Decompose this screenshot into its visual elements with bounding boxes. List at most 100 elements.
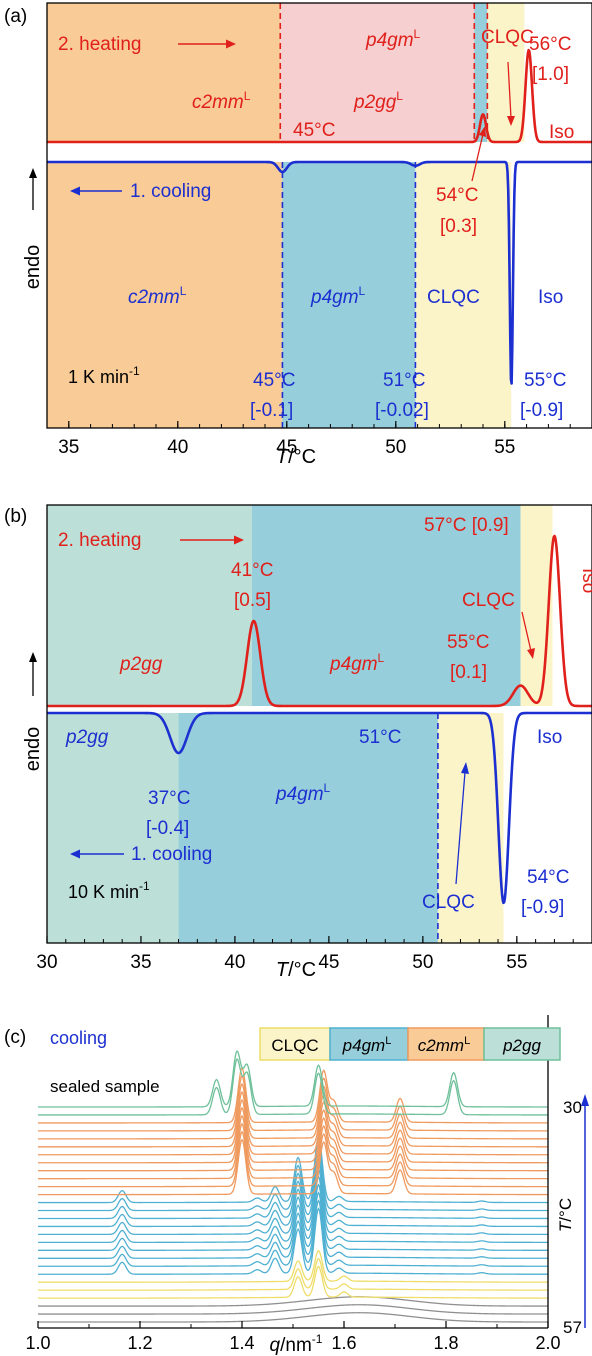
panel-b-axes: 30 35 40 45 50 55	[36, 504, 592, 973]
panel-b-heat-ann-57: 57°C [0.9]	[424, 515, 509, 536]
x-tick-label: 40	[167, 437, 188, 458]
panel-b-cooling-arrow	[70, 849, 124, 859]
x-tick-label: 1.8	[433, 1333, 458, 1353]
panel-b-ylabel: endo	[22, 727, 44, 772]
panel-a-heating-label: 2. heating	[58, 34, 141, 55]
saxs-curve-c2mm	[38, 1082, 548, 1140]
saxs-curve-c2mm	[38, 1122, 548, 1180]
saxs-curve-c2mm	[38, 1074, 548, 1132]
x-tick-label: 40	[224, 952, 245, 973]
panel-a-label: (a)	[4, 6, 27, 27]
x-tick-label: 1.4	[229, 1333, 254, 1353]
heating-curve	[46, 48, 592, 144]
panel-b-cooling-label: 1. cooling	[131, 844, 212, 865]
legend-box-clqc	[259, 1027, 331, 1061]
panel-a-heat-phase-p4gm: p4gmL	[365, 27, 421, 51]
panel-b-cool-ann-51: 51°C	[359, 727, 401, 748]
x-tick-label: 50	[385, 437, 406, 458]
plot-frame	[46, 504, 592, 944]
heat-phase-region-p4gm	[474, 3, 488, 142]
panel-a-ylabel-arrow	[29, 168, 37, 210]
cooling-curve	[46, 711, 592, 905]
panel-b-cool-phase-iso: Iso	[537, 727, 562, 748]
panel-a-cooling-arrow	[70, 186, 122, 196]
panel-b-cool-ann-37: 37°C	[148, 788, 190, 809]
panel-b-label: (b)	[4, 506, 27, 527]
panel-a-heat-ann-54: 54°C	[436, 185, 478, 206]
panel-a: (a) 35 40 45 50 55 2. heating c2mmL p2ggL p4…	[4, 2, 592, 468]
x-tick-label: 30	[36, 952, 57, 973]
panel-a-ylabel: endo	[22, 245, 44, 290]
heat-phase-region-Iso	[552, 505, 592, 706]
cool-phase-region-c2mm	[47, 162, 283, 428]
panel-a-heat-phase-iso: Iso	[549, 122, 574, 143]
panel-c-sample-label: sealed sample	[50, 1077, 160, 1096]
panel-b-heat-pointer	[521, 611, 535, 659]
saxs-curve-Iso	[38, 1296, 548, 1307]
panel-c-axes: 1.0 1.2 1.4 1.6 1.8 2.0	[25, 1015, 561, 1353]
heat-phase-region-p2gg	[280, 3, 475, 142]
saxs-curve-CLQC	[38, 1257, 548, 1291]
cool-phase-region-p2gg	[47, 713, 179, 943]
panel-a-cool-ann-45: 45°C	[253, 370, 295, 391]
saxs-curve-p4gm	[38, 1135, 548, 1204]
panel-b-cool-phase-clqc: CLQC	[422, 892, 475, 913]
panel-a-xlabel: T/°C	[276, 446, 316, 468]
x-tick-label: 35	[130, 952, 151, 973]
x-tick-label: 45	[276, 437, 297, 458]
x-tick-label: 1.2	[127, 1333, 152, 1353]
panel-a-rate: 1 K min-1	[68, 364, 140, 387]
panel-c-xlabel: q/nm-1	[270, 1332, 323, 1356]
panel-b-xlabel: T/°C	[276, 959, 316, 981]
panel-b-cool-phase-p4gm: p4gmL	[275, 781, 331, 805]
panel-c-mode-label: cooling	[50, 1028, 107, 1048]
panel-a-curves	[46, 48, 592, 385]
panel-a-cool-phase-clqc: CLQC	[427, 287, 480, 308]
panel-b-cool-ann-54: 54°C	[527, 867, 569, 888]
x-tick-label: 45	[318, 952, 339, 973]
panel-a-cool-phase-c2mm: c2mmL	[128, 284, 187, 308]
x-tick-label: 1.0	[25, 1333, 50, 1353]
panel-b-heat-ann-55-enthalpy: [0.1]	[450, 662, 487, 683]
saxs-curve-c2mm	[38, 1098, 548, 1156]
heat-phase-region-p2gg	[47, 505, 252, 706]
legend-label-clqc: CLQC	[271, 1036, 318, 1055]
panel-a-heat-phase-p2gg: p2ggL	[353, 89, 403, 113]
panel-b-heat-phase-p2gg: p2gg	[119, 654, 163, 675]
saxs-curve-p4gm	[38, 1151, 548, 1220]
heating-curve	[46, 534, 592, 708]
panel-b-cool-ann-37-enthalpy: [-0.4]	[146, 818, 189, 839]
panel-a-heat-pointers	[471, 61, 515, 182]
cooling-curve	[46, 160, 592, 385]
legend-box-p2gg	[483, 1027, 561, 1061]
cool-phase-region-p4gm	[282, 162, 416, 428]
cool-phase-region-CLQC	[415, 162, 512, 428]
legend-label-c2mm: c2mmL	[418, 1035, 470, 1055]
saxs-curve-p4gm	[38, 1199, 548, 1267]
plot-frame	[46, 2, 592, 429]
panel-a-cool-ann-51: 51°C	[383, 370, 425, 391]
heat-phase-region-p4gm	[251, 505, 521, 706]
legend-label-p4gm: p4gmL	[342, 1035, 392, 1055]
panel-b-rate: 10 K min-1	[68, 879, 150, 902]
panel-c-temp-top: 30	[563, 1098, 582, 1117]
panel-c-ylabel: T/°C	[556, 1198, 575, 1232]
panel-a-cool-phase-p4gm: p4gmL	[310, 284, 366, 308]
saxs-curve-p4gm	[38, 1167, 548, 1236]
saxs-curve-CLQC	[38, 1249, 548, 1283]
cool-phase-region-Iso	[503, 713, 592, 943]
saxs-curve-c2mm	[38, 1066, 548, 1124]
panel-b-heat-phase-clqc: CLQC	[462, 590, 515, 611]
legend-label-p2gg: p2gg	[502, 1036, 541, 1055]
saxs-curve-p4gm	[38, 1175, 548, 1244]
cool-phase-region-CLQC	[437, 713, 504, 943]
cool-phase-region-Iso	[511, 162, 592, 428]
panel-a-heat-ann-45: 45°C	[293, 120, 335, 141]
panel-a-axes: 35 40 45 50 55	[46, 2, 592, 458]
saxs-curve-p4gm	[38, 1191, 548, 1259]
panel-a-heat-ann-56-enthalpy: [1.0]	[532, 64, 569, 85]
panel-a-heat-phase-c2mm: c2mmL	[192, 89, 251, 113]
panel-c-temp-arrow	[581, 1094, 589, 1328]
saxs-curve-p2gg	[38, 1050, 548, 1108]
